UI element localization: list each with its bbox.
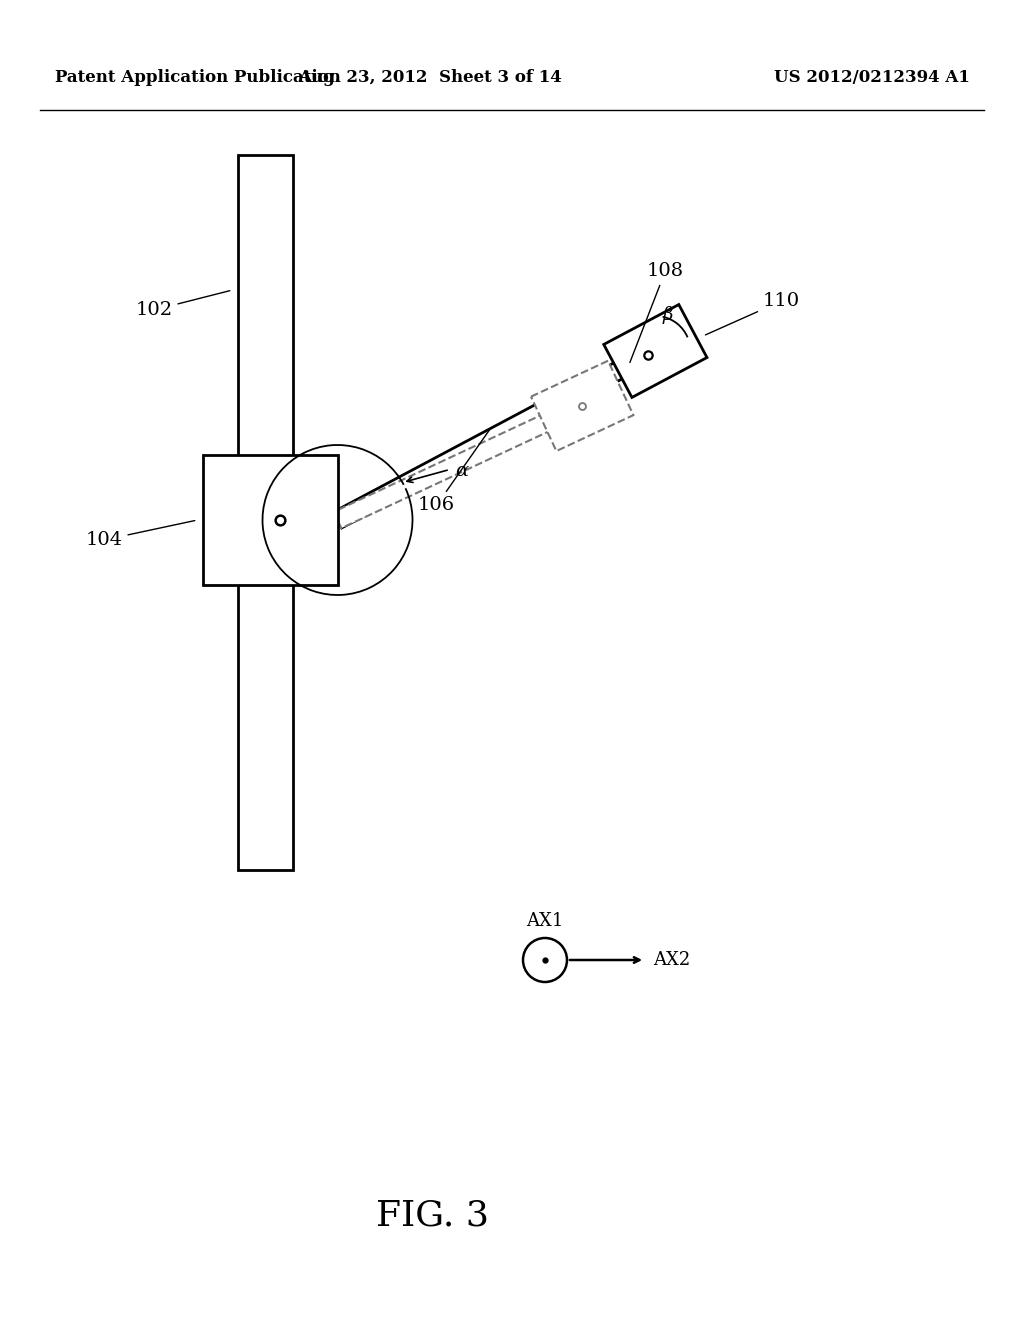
Text: 106: 106 <box>418 429 490 515</box>
Text: Aug. 23, 2012  Sheet 3 of 14: Aug. 23, 2012 Sheet 3 of 14 <box>298 70 562 87</box>
Bar <box>238 154 293 870</box>
Polygon shape <box>334 397 586 528</box>
Text: α: α <box>455 462 468 480</box>
Text: AX2: AX2 <box>653 950 690 969</box>
Text: 104: 104 <box>85 520 195 549</box>
Circle shape <box>523 939 567 982</box>
Text: β: β <box>663 306 673 323</box>
Polygon shape <box>604 305 707 397</box>
Text: 102: 102 <box>135 290 229 319</box>
Text: US 2012/0212394 A1: US 2012/0212394 A1 <box>774 70 970 87</box>
Text: FIG. 3: FIG. 3 <box>376 1199 488 1232</box>
Text: 108: 108 <box>630 261 684 363</box>
Text: AX1: AX1 <box>526 912 563 931</box>
Text: 110: 110 <box>706 292 800 335</box>
Text: Patent Application Publication: Patent Application Publication <box>55 70 341 87</box>
Polygon shape <box>333 343 659 528</box>
Bar <box>203 455 338 585</box>
Polygon shape <box>531 360 634 451</box>
